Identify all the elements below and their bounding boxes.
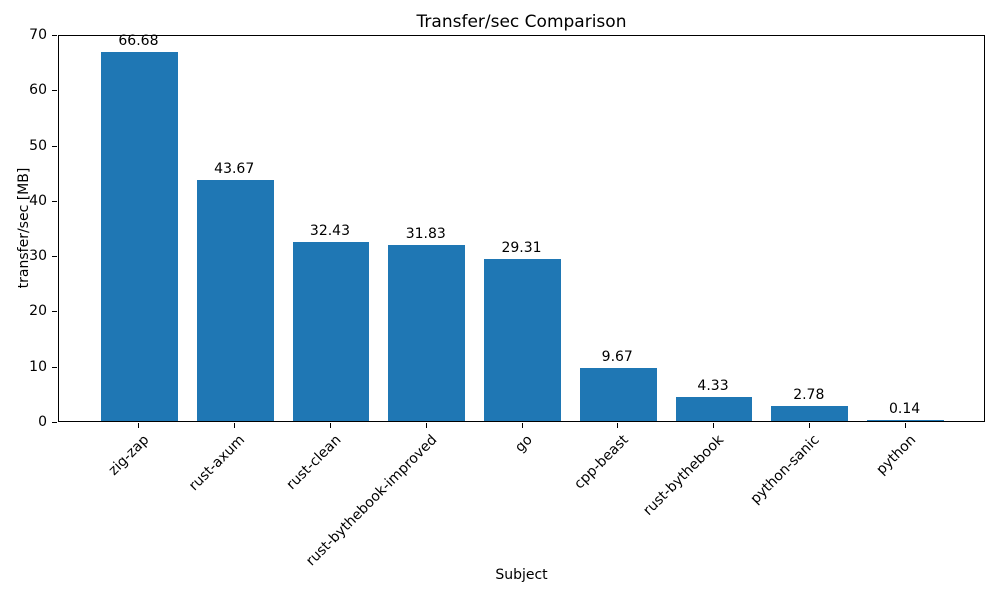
bar bbox=[196, 180, 274, 421]
bar bbox=[579, 368, 657, 421]
bar bbox=[484, 259, 561, 421]
x-tick-label: rust-bythebook bbox=[640, 432, 728, 519]
x-tick-mark bbox=[521, 423, 523, 428]
y-tick-mark bbox=[52, 90, 57, 92]
plot-area bbox=[58, 35, 985, 422]
bar-value-label: 2.78 bbox=[793, 387, 825, 403]
x-tick-mark bbox=[713, 423, 715, 428]
bar bbox=[388, 245, 466, 421]
bar bbox=[771, 406, 849, 421]
y-tick-mark bbox=[52, 311, 57, 313]
x-tick-mark bbox=[808, 423, 810, 428]
x-tick-label: go bbox=[512, 432, 536, 456]
x-axis-label: Subject bbox=[495, 567, 548, 583]
x-tick-label: python-sanic bbox=[747, 432, 824, 508]
bar bbox=[867, 420, 944, 421]
x-tick-mark bbox=[904, 423, 906, 428]
bar bbox=[675, 397, 753, 421]
y-tick-mark bbox=[52, 35, 57, 36]
y-tick-label: 20 bbox=[29, 303, 47, 320]
bar bbox=[292, 242, 370, 421]
y-tick-label: 50 bbox=[29, 137, 47, 154]
bar-value-label: 0.14 bbox=[888, 401, 921, 417]
bar-value-label: 4.33 bbox=[697, 378, 729, 394]
y-tick-label: 60 bbox=[29, 82, 47, 99]
x-tick-label: cpp-beast bbox=[571, 432, 632, 493]
y-tick-mark bbox=[52, 200, 57, 202]
x-tick-mark bbox=[234, 423, 236, 428]
y-tick-mark bbox=[52, 366, 57, 368]
bar-value-label: 9.67 bbox=[601, 349, 633, 365]
y-tick-mark bbox=[52, 256, 57, 258]
x-tick-label: python bbox=[872, 432, 919, 478]
y-tick-mark bbox=[52, 422, 57, 423]
y-tick-label: 10 bbox=[29, 358, 47, 375]
y-tick-label: 0 bbox=[38, 414, 47, 430]
y-axis-label: transfer/sec [MB] bbox=[16, 167, 32, 289]
chart-title: Transfer/sec Comparison bbox=[416, 12, 627, 32]
x-tick-mark bbox=[329, 423, 331, 428]
bar-value-label: 66.68 bbox=[118, 33, 159, 49]
x-tick-label: zig-zap bbox=[106, 432, 153, 479]
y-tick-label: 40 bbox=[29, 192, 47, 209]
y-tick-label: 70 bbox=[29, 27, 47, 43]
bar bbox=[101, 52, 178, 421]
bar-value-label: 29.31 bbox=[501, 240, 542, 256]
x-tick-label: rust-clean bbox=[283, 432, 345, 493]
y-tick-mark bbox=[52, 145, 57, 147]
y-tick-label: 30 bbox=[29, 248, 47, 265]
x-tick-mark bbox=[425, 423, 427, 428]
x-tick-mark bbox=[138, 423, 140, 428]
bar-value-label: 31.83 bbox=[405, 226, 446, 242]
bar-value-label: 43.67 bbox=[214, 161, 255, 177]
x-tick-mark bbox=[617, 423, 619, 428]
x-tick-label: rust-axum bbox=[186, 432, 249, 495]
bar-value-label: 32.43 bbox=[309, 223, 351, 239]
